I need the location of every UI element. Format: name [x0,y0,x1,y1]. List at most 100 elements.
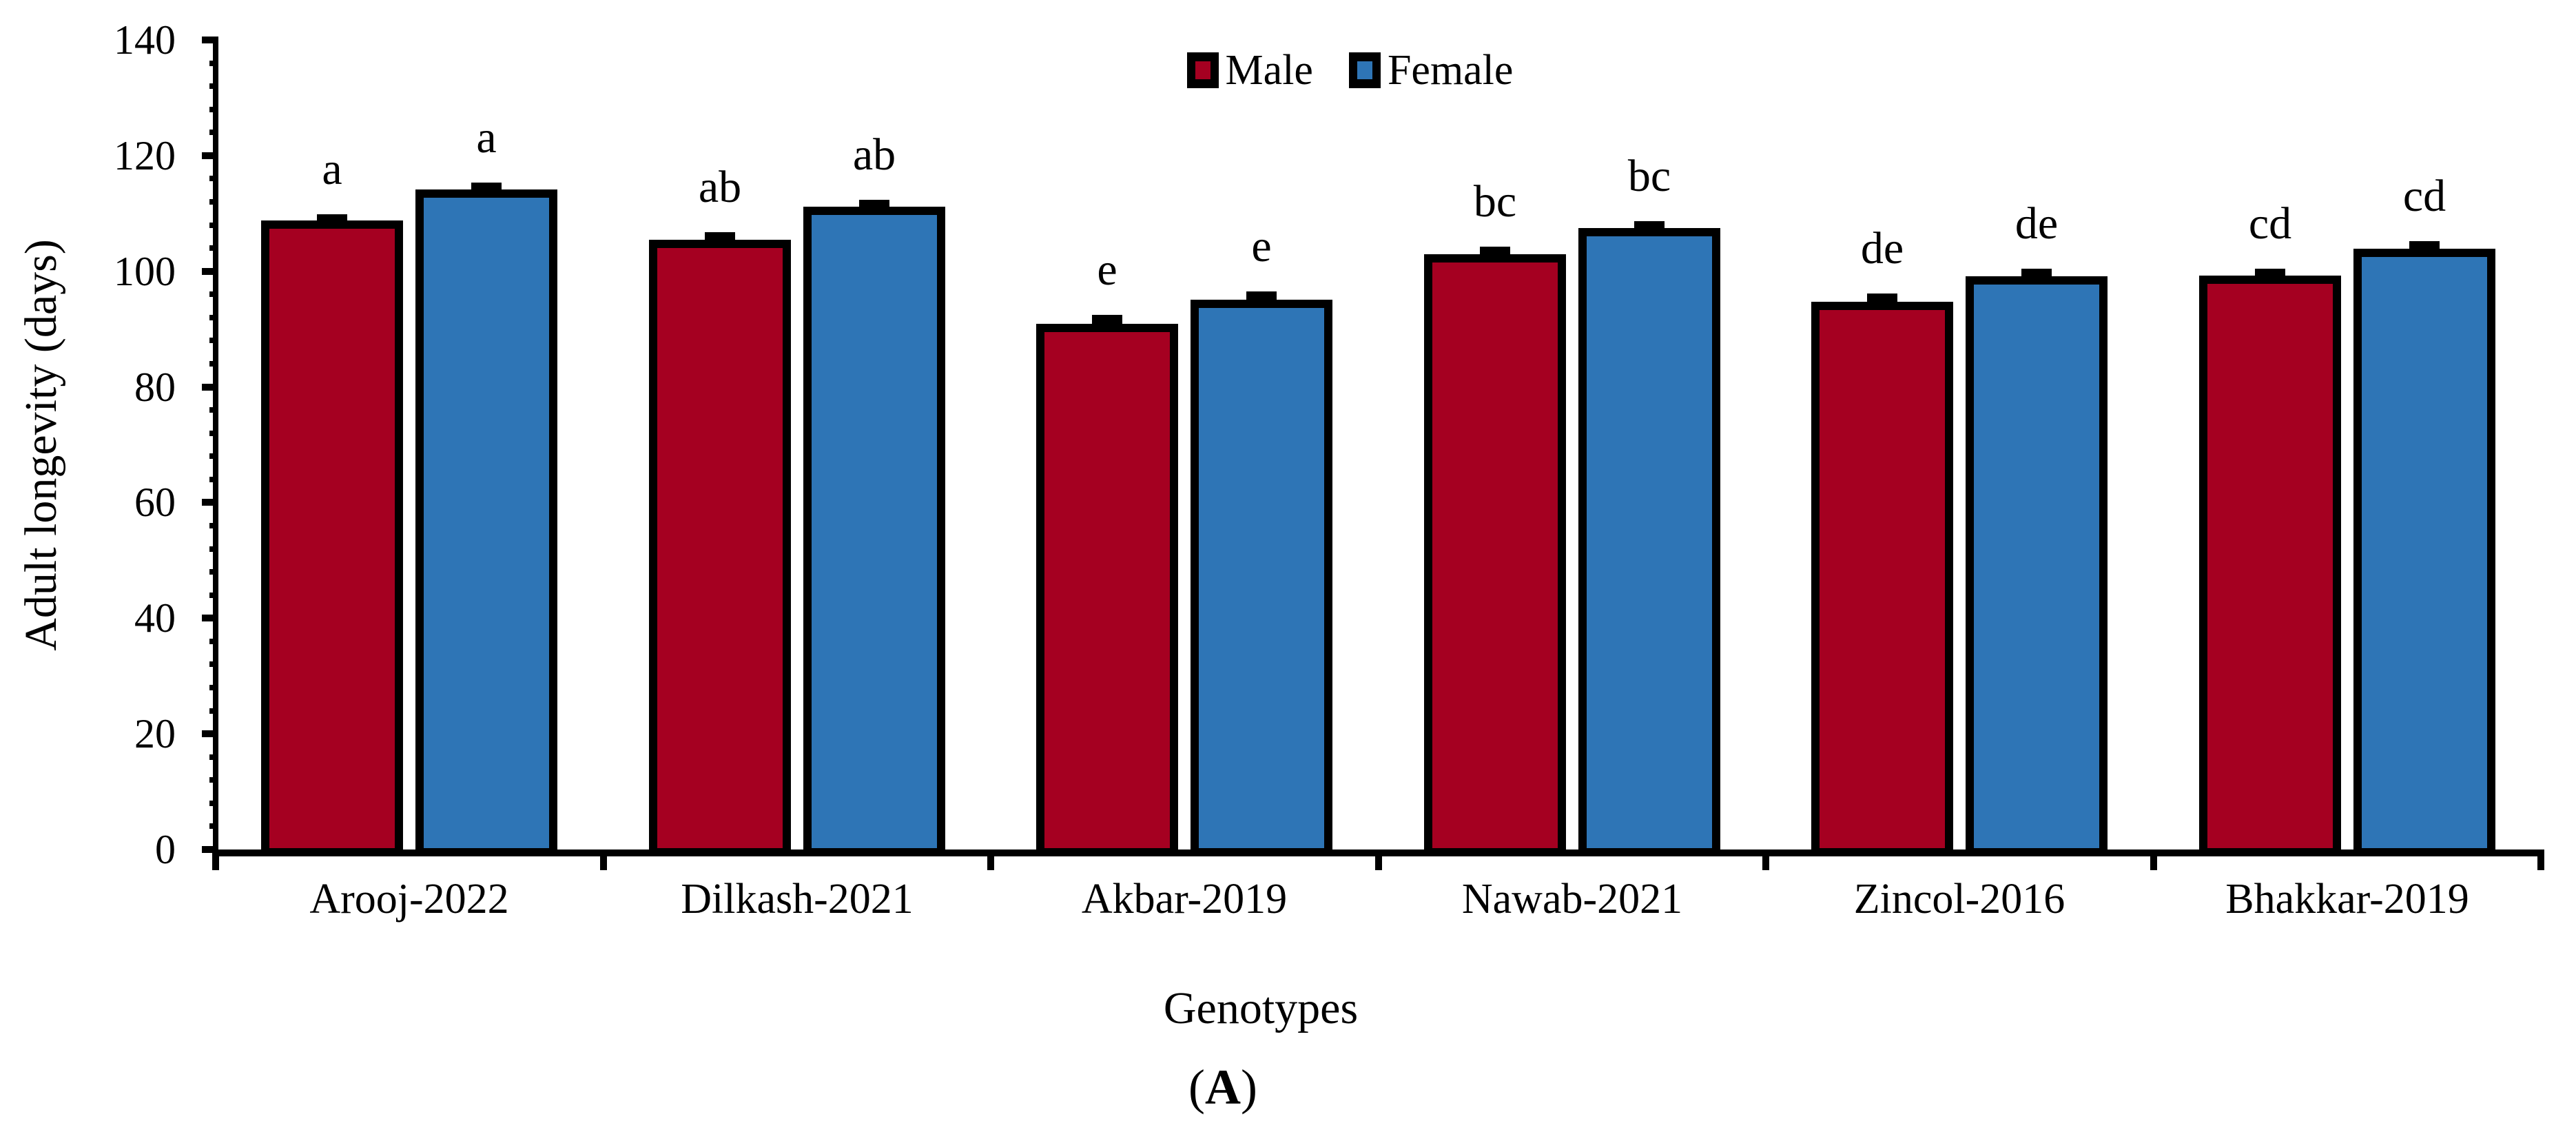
y-minor-tick [209,83,218,90]
y-tick-label: 80 [134,364,176,410]
y-tick-label: 0 [155,827,176,872]
error-bar-cap-female-bhakkar-2019 [2409,241,2440,251]
sig-letter-female-dilkash-2021: ab [852,130,896,180]
y-tick-label: 60 [134,480,176,526]
caption-paren-close: ) [1241,1060,1257,1115]
sig-letter-female-akbar-2019: e [1251,221,1272,271]
y-minor-tick [209,708,218,714]
y-minor-tick [209,800,218,806]
y-minor-tick [209,592,218,598]
y-major-tick [202,846,218,853]
legend-label-male: Male [1225,47,1313,94]
y-minor-tick [209,777,218,783]
x-category-label-akbar-2019: Akbar-2019 [1081,876,1288,923]
bar-male-bhakkar-2019 [2199,276,2341,856]
x-boundary-tick [1762,849,1769,870]
figure-caption: (A) [0,1060,2446,1115]
legend: Male Female [62,47,2576,94]
y-minor-tick [209,130,218,136]
x-category-label-bhakkar-2019: Bhakkar-2019 [2225,876,2469,923]
y-major-tick [202,267,218,275]
y-minor-tick [209,569,218,575]
sig-letter-male-bhakkar-2019: cd [2248,198,2292,249]
y-minor-tick [209,476,218,482]
x-category-label-zincol-2016: Zincol-2016 [1853,876,2065,923]
sig-letter-male-zincol-2016: de [1860,223,1904,274]
y-minor-tick [209,338,218,344]
x-boundary-tick [2537,849,2544,870]
x-boundary-tick [1375,849,1382,870]
x-boundary-tick [212,849,219,870]
caption-paren-open: ( [1188,1060,1205,1115]
bar-male-arooj-2022 [261,220,403,856]
sig-letter-male-dilkash-2021: ab [698,162,742,212]
bar-female-akbar-2019 [1191,300,1332,856]
y-major-tick [202,152,218,159]
x-boundary-tick [987,849,994,870]
y-major-tick [202,383,218,391]
y-tick-label: 100 [114,248,176,294]
caption-letter: A [1205,1060,1241,1115]
sig-letter-female-nawab-2021: bc [1627,151,1671,201]
y-minor-tick [209,661,218,668]
y-minor-tick [209,361,218,367]
sig-letter-male-arooj-2022: a [322,144,342,194]
y-minor-tick [209,314,218,320]
sig-letter-female-arooj-2022: a [476,112,497,163]
y-minor-tick [209,245,218,251]
y-tick-label: 140 [114,17,176,63]
y-minor-tick [209,430,218,436]
bar-male-akbar-2019 [1036,324,1178,856]
bar-male-zincol-2016 [1811,302,1953,856]
bar-male-nawab-2021 [1424,254,1566,856]
sig-letter-female-bhakkar-2019: cd [2402,171,2446,221]
bar-female-nawab-2021 [1578,228,1720,856]
y-tick-label: 120 [114,132,176,178]
y-minor-tick [209,546,218,552]
bar-female-arooj-2022 [415,189,557,856]
bar-female-bhakkar-2019 [2353,249,2495,856]
y-minor-tick [209,523,218,528]
y-major-tick [202,499,218,506]
y-minor-tick [209,685,218,690]
y-minor-tick [209,638,218,644]
y-major-tick [202,37,218,43]
error-bar-cap-male-nawab-2021 [1480,247,1510,256]
error-bar-cap-male-zincol-2016 [1867,294,1897,303]
bar-female-zincol-2016 [1966,276,2108,856]
legend-label-female: Female [1387,47,1514,94]
y-minor-tick [209,106,218,112]
y-minor-tick [209,291,218,298]
x-boundary-tick [2150,849,2157,870]
sig-letter-female-zincol-2016: de [2015,198,2059,249]
x-category-label-dilkash-2021: Dilkash-2021 [681,876,914,923]
y-minor-tick [209,222,218,228]
sig-letter-male-akbar-2019: e [1097,245,1117,295]
y-minor-tick [209,407,218,413]
legend-swatch-fill-male [1195,61,1210,79]
bar-female-dilkash-2021 [803,207,945,856]
legend-swatch-fill-female [1357,61,1372,79]
y-minor-tick [209,60,218,66]
error-bar-cap-female-zincol-2016 [2021,269,2052,278]
y-minor-tick [209,199,218,205]
x-axis-title: Genotypes [1163,983,1359,1033]
error-bar-cap-male-dilkash-2021 [705,232,735,242]
legend-item-male: Male [1186,47,1313,94]
sig-letter-male-nawab-2021: bc [1473,176,1517,227]
legend-item-female: Female [1348,47,1514,94]
bar-male-dilkash-2021 [649,240,791,856]
y-tick-label: 40 [134,595,176,641]
y-minor-tick [209,823,218,830]
error-bar-cap-male-akbar-2019 [1092,315,1122,325]
y-major-tick [202,730,218,738]
legend-swatch-female [1348,52,1381,88]
x-category-label-nawab-2021: Nawab-2021 [1461,876,1683,923]
x-category-label-arooj-2022: Arooj-2022 [309,876,509,923]
y-minor-tick [209,453,218,460]
x-boundary-tick [600,849,607,870]
y-tick-label: 20 [134,711,176,757]
error-bar-cap-female-akbar-2019 [1246,291,1277,301]
